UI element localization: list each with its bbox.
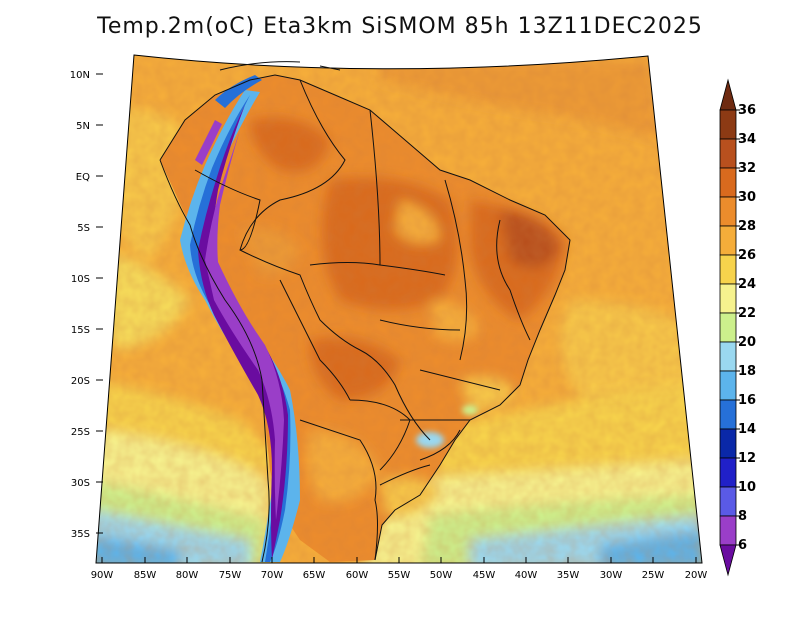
colorbar-bottom-arrow: [719, 544, 737, 577]
north-andes: [195, 75, 262, 165]
lon-label-65w: 65W: [303, 570, 326, 581]
state-4: [496, 219, 531, 341]
colorbar-cell: [719, 196, 737, 227]
colorbar-label-10: 10: [738, 480, 756, 495]
colorbar-label-16: 16: [738, 393, 756, 408]
colorbar-top-arrow: [719, 78, 737, 111]
colorbar-label-8: 8: [738, 509, 747, 524]
colorbar-label-6: 6: [738, 538, 747, 553]
colorbar-label-26: 26: [738, 248, 756, 263]
peru-border: [194, 169, 261, 251]
lon-label-35w: 35W: [557, 570, 580, 581]
lat-label-35s: 35S: [71, 529, 90, 540]
figure-title: Temp.2m(oC) Eta3km SiSMOM 85h 13Z11DEC20…: [97, 14, 703, 39]
argentina-border: [299, 419, 378, 561]
colorbar-cell: [719, 109, 737, 140]
lat-label-5s: 5S: [77, 223, 90, 234]
colorbar: 36 34 32 30 28 26 24 22 20 18 16 14 12 1…: [719, 78, 756, 577]
state-3: [309, 262, 381, 266]
lat-label-10s: 10S: [71, 274, 90, 285]
colorbar-label-14: 14: [738, 422, 756, 437]
colorbar-label-36: 36: [738, 103, 756, 118]
boundaries: [159, 61, 571, 563]
lat-label-20s: 20S: [71, 376, 90, 387]
domain-frame: [95, 54, 703, 564]
lon-label-30w: 30W: [600, 570, 623, 581]
lat-label-15s: 15S: [71, 325, 90, 336]
caribbean: [219, 61, 341, 71]
lon-label-80w: 80W: [176, 570, 199, 581]
colorbar-label-24: 24: [738, 277, 756, 292]
lon-label-75w: 75W: [219, 570, 242, 581]
lon-label-20w: 20W: [685, 570, 708, 581]
lat-label-5n: 5N: [76, 121, 90, 132]
field-texture: [96, 55, 702, 563]
lon-label-60w: 60W: [346, 570, 369, 581]
coastline: [159, 74, 571, 561]
lat-axis: 10N 5N EQ 5S 10S 15S 20S 25S 30S 35S: [70, 70, 103, 540]
colorbar-cell: [719, 370, 737, 401]
lat-label-25s: 25S: [71, 427, 90, 438]
state-8: [419, 429, 461, 461]
lon-axis: 90W 85W 80W 75W 70W 65W 60W 55W 50W 45W …: [91, 557, 708, 581]
colorbar-label-32: 32: [738, 161, 756, 176]
colorbar-cell: [719, 457, 737, 488]
bolivia-border: [279, 279, 351, 401]
lat-label-30s: 30S: [71, 478, 90, 489]
colorbar-cell: [719, 283, 737, 314]
colorbar-cell: [719, 515, 737, 546]
colorbar-cell: [719, 254, 737, 285]
lon-label-25w: 25W: [642, 570, 665, 581]
state-6: [419, 369, 501, 391]
colorbar-label-28: 28: [738, 219, 756, 234]
colorbar-label-22: 22: [738, 306, 756, 321]
colorbar-label-20: 20: [738, 335, 756, 350]
andes-cold: [180, 90, 300, 562]
lon-label-50w: 50W: [430, 570, 453, 581]
colorbar-cell: [719, 312, 737, 343]
lon-label-55w: 55W: [388, 570, 411, 581]
pacific-coast: [159, 159, 270, 563]
brazil-border: [239, 79, 431, 441]
colorbar-label-12: 12: [738, 451, 756, 466]
lon-label-90w: 90W: [91, 570, 114, 581]
colorbar-cells: [719, 78, 737, 577]
temperature-field: [96, 55, 702, 563]
colorbar-label-30: 30: [738, 190, 756, 205]
colorbar-ticks: [736, 109, 740, 546]
colorbar-cell: [719, 341, 737, 372]
colorbar-label-18: 18: [738, 364, 756, 379]
lon-label-85w: 85W: [134, 570, 157, 581]
colorbar-cell: [719, 399, 737, 430]
lat-label-10n: 10N: [70, 70, 90, 81]
lat-label-eq: EQ: [76, 172, 90, 183]
colorbar-cell: [719, 225, 737, 256]
colorbar-cell: [719, 138, 737, 169]
state-5: [379, 319, 461, 331]
lon-label-40w: 40W: [515, 570, 538, 581]
colorbar-cell: [719, 428, 737, 459]
uruguay-border: [379, 464, 431, 486]
state-2: [444, 179, 468, 361]
colorbar-label-34: 34: [738, 132, 756, 147]
lon-label-70w: 70W: [261, 570, 284, 581]
state-1: [369, 109, 446, 276]
colorbar-cell: [719, 486, 737, 517]
lon-label-45w: 45W: [473, 570, 496, 581]
colorbar-cell: [719, 167, 737, 198]
